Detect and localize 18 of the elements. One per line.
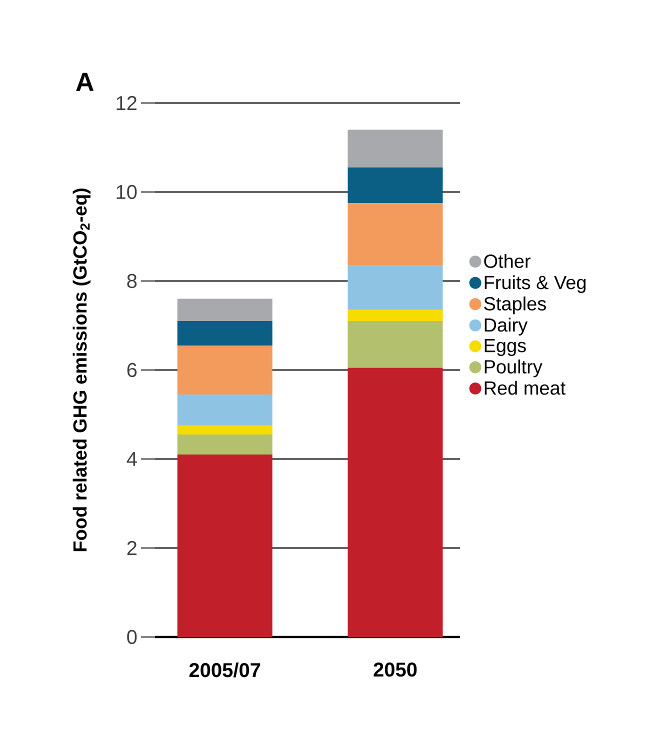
legend-label: Other [484,254,530,268]
chart-title: A [76,72,94,91]
y-tick-label: 4 [126,452,137,466]
legend-label: Staples [484,296,546,314]
y-axis-title: Food related GHG emissions (GtCO$_{2}$-eq) [72,188,90,552]
y-tick-label: 0 [127,630,137,644]
y-tick-label: 6 [127,362,137,378]
x-tick-label: 2050 [374,662,417,677]
y-tick-label: 10 [116,184,137,200]
legend-label: Eggs [484,339,526,356]
x-tick-label: 2005/07 [189,662,260,678]
y-tick-label: 2 [127,541,136,555]
legend-label: Dairy [484,318,528,336]
legend-label: Poultry [484,360,542,378]
legend-label: Fruits & Veg [484,275,586,293]
y-tick-label: 8 [127,274,137,288]
y-tick-label: 12 [116,96,136,110]
legend-label: Red meat [484,380,566,395]
